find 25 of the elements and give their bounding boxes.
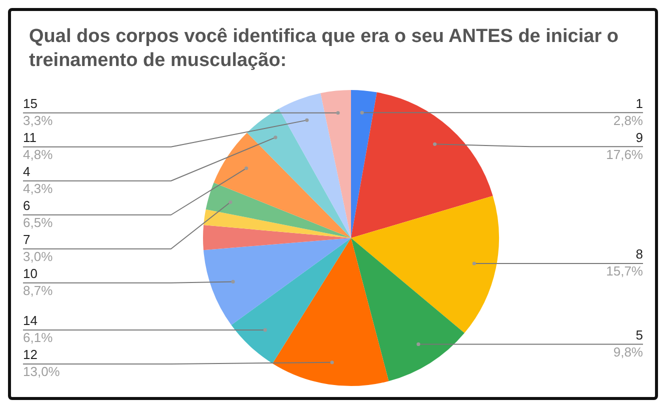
data-label: 17,6% [606,146,644,162]
data-label: 3,3% [23,112,54,128]
slice-label: 7 [23,232,30,247]
slice-label: 14 [23,313,38,328]
slice-label: 6 [23,198,30,213]
data-label: 6,5% [23,214,54,230]
slice-label: 1 [636,96,643,111]
slice-label: 12 [23,347,38,362]
data-label: 13,0% [23,364,60,380]
slice-label: 10 [23,266,38,281]
slice-label: 5 [636,327,643,342]
data-label: 9,8% [613,344,644,360]
slice-label: 11 [23,130,36,145]
slice-label: 8 [636,246,643,262]
data-label: 4,3% [23,180,54,196]
slice-label: 15 [23,96,38,111]
data-label: 3,0% [23,248,54,264]
slice-label: 9 [636,130,643,145]
data-label: 15,7% [606,264,644,279]
slice-label: 4 [23,164,30,179]
data-label: 6,1% [23,330,54,346]
data-label: 2,8% [613,112,644,128]
chart-title: Qual dos corpos você identifica que era o seu ANTES de iniciar o treinamento de musculação: [28,25,620,73]
data-label: 4,8% [23,146,54,162]
data-label: 8,7% [23,282,54,298]
